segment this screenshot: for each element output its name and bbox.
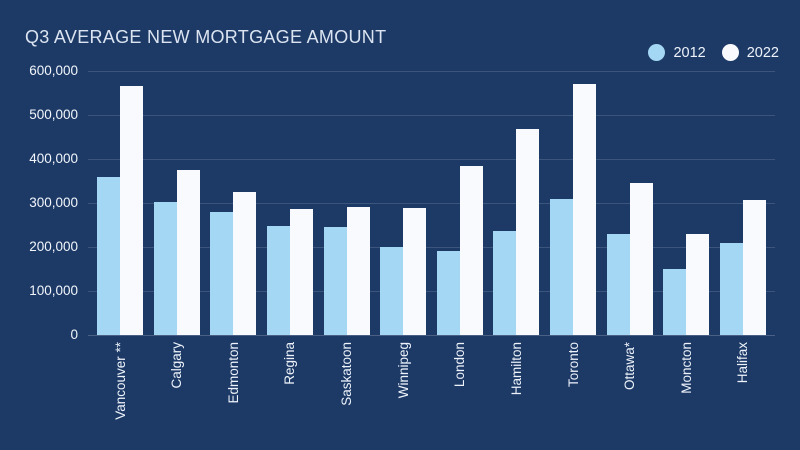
y-tick-label: 200,000 xyxy=(29,239,78,254)
x-axis-labels: Vancouver ** Calgary Edmonton Regina Saskato… xyxy=(88,335,775,440)
x-tick-label: Edmonton xyxy=(225,342,241,404)
bar-2022-regina[interactable] xyxy=(289,209,313,335)
gridline-100000 xyxy=(88,291,775,292)
legend-label-2012: 2012 xyxy=(673,44,706,61)
bar-2012-saskatoon[interactable] xyxy=(323,227,347,335)
bar-group-halifax xyxy=(719,71,766,335)
x-tick-label: Hamilton xyxy=(508,342,524,396)
gridline-400000 xyxy=(88,159,775,160)
bar-2022-halifax[interactable] xyxy=(742,200,766,335)
x-label-cell: Edmonton xyxy=(210,335,256,440)
x-label-cell: Calgary xyxy=(154,335,200,440)
bar-group-winnipeg xyxy=(380,71,427,335)
bar-2022-london[interactable] xyxy=(459,166,483,335)
y-tick-label: 300,000 xyxy=(29,195,78,210)
legend-swatch-2022-icon xyxy=(721,44,739,61)
x-tick-label: Moncton xyxy=(678,342,694,394)
x-label-cell: Toronto xyxy=(550,335,596,440)
gridline-0 xyxy=(88,335,775,336)
gridline-200000 xyxy=(88,247,775,248)
bar-group-hamilton xyxy=(493,71,540,335)
x-label-cell: Halifax xyxy=(720,335,766,440)
bar-group-london xyxy=(436,71,483,335)
x-label-cell: Moncton xyxy=(663,335,709,440)
bar-2022-moncton[interactable] xyxy=(686,233,710,335)
bar-group-ottawa xyxy=(606,71,653,335)
bar-2022-toronto[interactable] xyxy=(573,84,596,335)
gridline-600000 xyxy=(88,71,775,72)
bar-group-vancouver xyxy=(97,71,143,335)
x-label-cell: Vancouver ** xyxy=(97,335,143,440)
bars-layer xyxy=(88,71,775,335)
bar-2012-halifax[interactable] xyxy=(719,242,743,335)
gridline-300000 xyxy=(88,203,775,204)
bar-2022-saskatoon[interactable] xyxy=(346,206,370,335)
x-tick-label: Vancouver ** xyxy=(112,342,128,420)
legend-item-2022[interactable]: 2022 xyxy=(721,44,779,61)
legend-label-2022: 2022 xyxy=(746,44,779,61)
legend: 2012 2022 xyxy=(648,44,779,61)
y-tick-label: 400,000 xyxy=(29,151,78,166)
bar-group-edmonton xyxy=(210,71,257,335)
bar-2022-edmonton[interactable] xyxy=(233,192,257,335)
x-label-cell: Regina xyxy=(267,335,313,440)
x-label-cell: Ottawa* xyxy=(607,335,653,440)
bar-group-saskatoon xyxy=(323,71,370,335)
x-tick-label: Regina xyxy=(282,342,298,385)
bar-2022-ottawa[interactable] xyxy=(629,182,653,335)
legend-item-2012[interactable]: 2012 xyxy=(648,44,706,61)
x-label-cell: Winnipeg xyxy=(380,335,426,440)
y-tick-label: 500,000 xyxy=(29,107,78,122)
bar-group-toronto xyxy=(550,71,596,335)
x-tick-label: Saskatoon xyxy=(339,342,354,406)
bar-2012-calgary[interactable] xyxy=(153,201,177,335)
y-tick-label: 100,000 xyxy=(29,283,78,298)
bar-2022-vancouver[interactable] xyxy=(120,86,143,335)
bar-group-regina xyxy=(266,71,313,335)
bar-2012-vancouver[interactable] xyxy=(97,176,120,335)
x-tick-label: London xyxy=(452,342,468,388)
bar-2022-winnipeg[interactable] xyxy=(403,208,427,335)
bar-2012-moncton[interactable] xyxy=(663,269,687,335)
bar-2012-london[interactable] xyxy=(436,250,460,335)
bar-2012-winnipeg[interactable] xyxy=(380,247,404,335)
bar-2012-hamilton[interactable] xyxy=(493,230,517,335)
x-tick-label: Halifax xyxy=(735,342,751,384)
x-tick-label: Winnipeg xyxy=(395,342,411,399)
y-tick-label: 600,000 xyxy=(29,63,78,78)
y-tick-label: 0 xyxy=(70,327,78,342)
bar-2012-regina[interactable] xyxy=(266,226,290,335)
bar-2012-toronto[interactable] xyxy=(550,199,573,335)
x-tick-label: Ottawa* xyxy=(622,342,638,391)
bar-2012-ottawa[interactable] xyxy=(606,233,630,335)
bar-group-moncton xyxy=(663,71,710,335)
x-tick-label: Calgary xyxy=(169,342,185,389)
bar-2012-edmonton[interactable] xyxy=(210,211,234,335)
chart-title: Q3 AVERAGE NEW MORTGAGE AMOUNT xyxy=(25,27,387,47)
x-label-cell: Saskatoon xyxy=(324,335,370,440)
bar-2022-hamilton[interactable] xyxy=(516,128,540,335)
bar-2022-calgary[interactable] xyxy=(176,170,200,335)
x-label-cell: London xyxy=(437,335,483,440)
bar-group-calgary xyxy=(153,71,200,335)
gridline-500000 xyxy=(88,115,775,116)
x-label-cell: Hamilton xyxy=(493,335,539,440)
legend-swatch-2012-icon xyxy=(648,44,666,61)
x-tick-label: Toronto xyxy=(565,342,581,388)
